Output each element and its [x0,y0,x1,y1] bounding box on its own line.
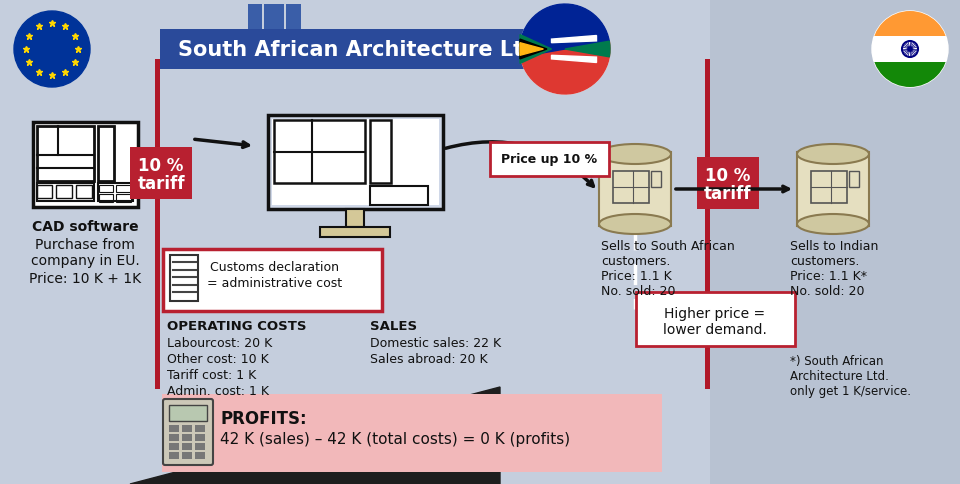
FancyBboxPatch shape [182,425,192,432]
Text: 10 %: 10 % [706,166,751,184]
Circle shape [520,5,610,95]
Text: Price: 10 K + 1K: Price: 10 K + 1K [29,272,141,286]
Polygon shape [520,35,551,64]
Text: 42 K (sales) – 42 K (total costs) = 0 K (profits): 42 K (sales) – 42 K (total costs) = 0 K … [220,431,570,446]
FancyBboxPatch shape [155,60,160,389]
FancyBboxPatch shape [490,143,609,177]
Polygon shape [551,56,596,63]
FancyBboxPatch shape [320,228,390,238]
Polygon shape [520,40,547,60]
Circle shape [908,48,912,52]
FancyBboxPatch shape [286,5,301,38]
FancyBboxPatch shape [264,5,284,33]
Circle shape [872,12,948,88]
Text: Customs declaration: Customs declaration [210,261,340,274]
FancyBboxPatch shape [705,60,710,389]
Ellipse shape [599,214,671,235]
Text: Sells to South African
customers.
Price: 1.1 K
No. sold: 20: Sells to South African customers. Price:… [601,240,734,297]
Ellipse shape [797,214,869,235]
FancyBboxPatch shape [163,249,382,311]
Text: Sells to Indian
customers.
Price: 1.1 K*
No. sold: 20: Sells to Indian customers. Price: 1.1 K*… [790,240,878,297]
Text: tariff: tariff [137,175,184,193]
FancyBboxPatch shape [170,256,198,302]
FancyBboxPatch shape [33,122,137,207]
FancyBboxPatch shape [872,12,948,37]
FancyBboxPatch shape [182,452,192,459]
FancyBboxPatch shape [162,394,662,472]
FancyBboxPatch shape [195,443,205,450]
Text: Labourcost: 20 K: Labourcost: 20 K [167,336,273,349]
Wedge shape [565,42,610,58]
Text: = administrative cost: = administrative cost [207,277,343,290]
FancyBboxPatch shape [169,452,179,459]
FancyBboxPatch shape [130,148,192,199]
Text: SALES: SALES [370,319,418,333]
FancyBboxPatch shape [169,425,179,432]
FancyBboxPatch shape [160,30,565,70]
Text: Tariff cost: 1 K: Tariff cost: 1 K [167,368,256,381]
FancyBboxPatch shape [599,152,671,227]
FancyBboxPatch shape [182,443,192,450]
Ellipse shape [599,145,671,165]
FancyBboxPatch shape [797,152,869,227]
Text: *) South African
Architecture Ltd.
only get 1 K/service.: *) South African Architecture Ltd. only … [790,354,911,397]
Text: Other cost: 10 K: Other cost: 10 K [167,352,269,365]
Circle shape [14,12,90,88]
FancyBboxPatch shape [163,399,213,465]
FancyBboxPatch shape [195,452,205,459]
FancyBboxPatch shape [272,120,439,206]
FancyBboxPatch shape [710,0,960,484]
FancyBboxPatch shape [182,434,192,441]
Text: Purchase from
company in EU.: Purchase from company in EU. [31,238,139,268]
FancyBboxPatch shape [346,210,364,228]
FancyBboxPatch shape [636,292,795,346]
Text: Admin. cost: 1 K: Admin. cost: 1 K [167,384,269,397]
Ellipse shape [797,145,869,165]
Text: Domestic sales: 22 K: Domestic sales: 22 K [370,336,501,349]
Text: Sales abroad: 20 K: Sales abroad: 20 K [370,352,488,365]
FancyBboxPatch shape [697,158,759,210]
Wedge shape [520,42,610,95]
Polygon shape [551,36,596,44]
FancyBboxPatch shape [872,37,948,63]
Text: 10 %: 10 % [138,157,183,175]
Text: OPERATING COSTS: OPERATING COSTS [167,319,306,333]
Text: Higher price =
lower demand.: Higher price = lower demand. [663,306,767,336]
FancyBboxPatch shape [195,434,205,441]
Text: CAD software: CAD software [32,220,138,233]
Polygon shape [130,387,500,484]
FancyBboxPatch shape [195,425,205,432]
FancyBboxPatch shape [872,62,948,88]
Polygon shape [520,44,543,56]
FancyBboxPatch shape [248,5,262,43]
FancyBboxPatch shape [169,405,207,421]
FancyBboxPatch shape [169,443,179,450]
Text: tariff: tariff [705,184,752,203]
Text: PROFITS:: PROFITS: [220,409,306,427]
FancyBboxPatch shape [268,116,443,210]
Text: Price up 10 %: Price up 10 % [501,153,597,166]
Text: South African Architecture Ltd.: South African Architecture Ltd. [178,40,546,60]
Wedge shape [520,5,610,58]
FancyBboxPatch shape [169,434,179,441]
